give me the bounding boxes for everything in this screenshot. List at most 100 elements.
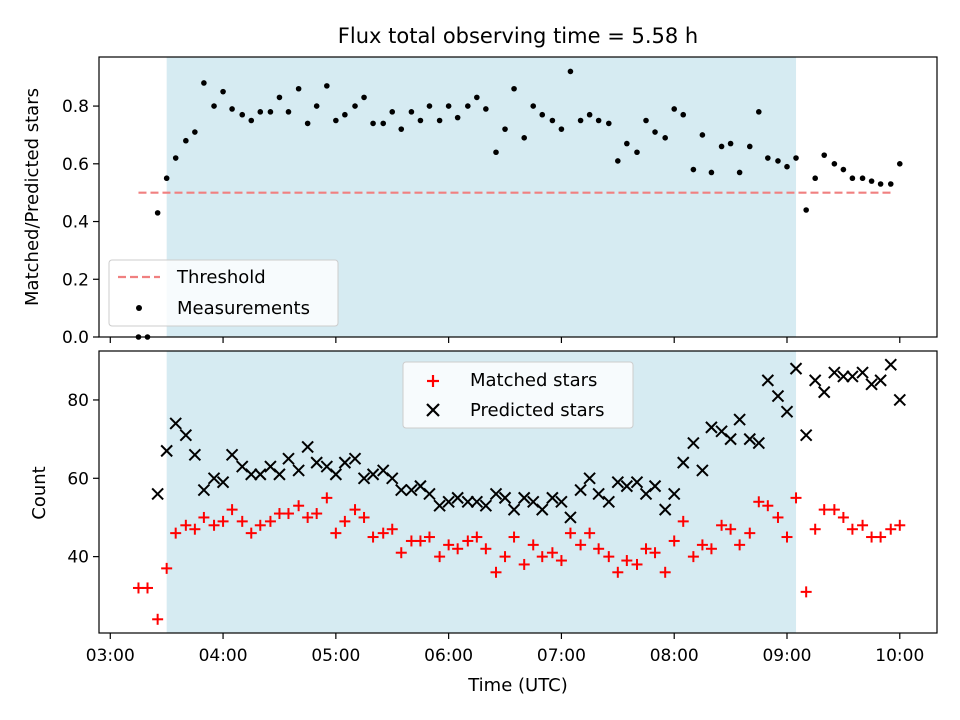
measurement-point [465, 103, 471, 109]
measurement-point [521, 135, 528, 141]
matched-point [546, 547, 558, 559]
matched-point [321, 492, 333, 504]
predicted-point [517, 491, 531, 505]
predicted-point [338, 456, 352, 469]
predicted-point [780, 405, 794, 418]
matched-point [640, 543, 652, 555]
measurement-point [267, 109, 274, 115]
top-legend-box [108, 259, 339, 327]
matched-point [180, 519, 192, 531]
predicted-point [733, 413, 746, 426]
measurement-point [718, 143, 725, 150]
y-tick-label: 80 [67, 391, 89, 411]
measurement-point [567, 68, 574, 75]
matched-point [462, 535, 474, 547]
predicted-point [433, 499, 446, 512]
predicted-point [179, 429, 193, 442]
matched-point [659, 566, 671, 578]
matched-point [705, 543, 717, 555]
measurements-legend-swatch [136, 305, 142, 311]
matched-point [612, 566, 624, 578]
measurements-series [135, 68, 903, 340]
measurement-point [183, 137, 189, 144]
matched-point [395, 547, 407, 559]
measurement-point [699, 132, 706, 138]
y-tick-label: 60 [67, 469, 89, 489]
matched-point [254, 519, 266, 531]
matched-point [377, 527, 389, 539]
measurement-point [417, 117, 424, 124]
predicted-legend-swatch [426, 403, 440, 417]
x-tick-label: 04:00 [199, 646, 248, 666]
matched-point [518, 558, 530, 570]
matched-legend-swatch [427, 375, 439, 387]
matched-point [480, 543, 492, 555]
matched-point [434, 551, 446, 563]
predicted-point [808, 374, 822, 387]
y-tick-label: 0.0 [62, 328, 89, 348]
measurement-point [643, 117, 649, 124]
measurement-point [708, 169, 715, 176]
predicted-point [828, 366, 841, 379]
measurement-point [577, 117, 584, 124]
measurement-point [502, 126, 508, 132]
predicted-point [169, 417, 182, 430]
measurement-point [849, 175, 856, 182]
measurement-point [793, 155, 799, 161]
predicted-point [151, 487, 164, 501]
matched-point [471, 531, 483, 543]
top-y-axis-label: Matched/Predicted stars [22, 88, 43, 306]
matched-point [536, 551, 548, 563]
x-tick-label: 09:00 [762, 646, 811, 666]
measurement-point [765, 155, 771, 161]
matched-point [508, 531, 520, 543]
measurement-point [595, 117, 602, 124]
measurement-point [239, 111, 246, 118]
measurement-point [530, 103, 537, 109]
predicted-point [386, 472, 399, 485]
y-tick-label: 40 [67, 548, 89, 568]
measurement-point [304, 120, 311, 127]
measurement-point [333, 117, 339, 124]
measurement-point [361, 94, 367, 101]
measurement-point [426, 103, 433, 109]
matched-point [367, 531, 379, 543]
measurement-point [408, 109, 415, 115]
measurement-point [831, 161, 838, 167]
matched-point [339, 515, 351, 527]
measurement-point [812, 175, 818, 182]
measurement-point [662, 135, 668, 141]
x-axis-label: Time (UTC) [467, 675, 568, 696]
matched-point [161, 562, 173, 574]
matched-point [490, 566, 502, 578]
predicted-point [884, 358, 897, 371]
measurement-point [324, 83, 330, 89]
predicted-point [602, 495, 615, 508]
matched-point [649, 547, 661, 559]
matched-point [762, 500, 774, 512]
predicted-point [498, 491, 512, 505]
predicted-point [357, 472, 371, 485]
measurement-point [586, 111, 593, 118]
measurement-point [352, 103, 358, 109]
matched-point [687, 551, 699, 563]
x-tick-label: 08:00 [650, 646, 699, 666]
measurement-point [445, 103, 452, 109]
measurement-point [380, 120, 387, 127]
predicted-point [574, 483, 587, 497]
measurement-point [398, 126, 405, 132]
measurement-point [558, 126, 565, 132]
measurement-point [615, 158, 621, 164]
measurement-point [454, 114, 461, 121]
bottom-panel: 40 60 80 03:00 04:00 05:00 06:00 07:00 08:00 09:… [29, 350, 938, 696]
measurement-point [821, 152, 828, 158]
predicted-point [583, 472, 596, 485]
predicted-point [395, 483, 408, 497]
measurement-point [285, 109, 292, 115]
predicted-point [225, 448, 239, 461]
predicted-point [705, 421, 718, 434]
predicted-point [668, 487, 681, 501]
matched-point [499, 551, 511, 563]
predicted-point [677, 456, 690, 469]
predicted-point [160, 444, 173, 458]
